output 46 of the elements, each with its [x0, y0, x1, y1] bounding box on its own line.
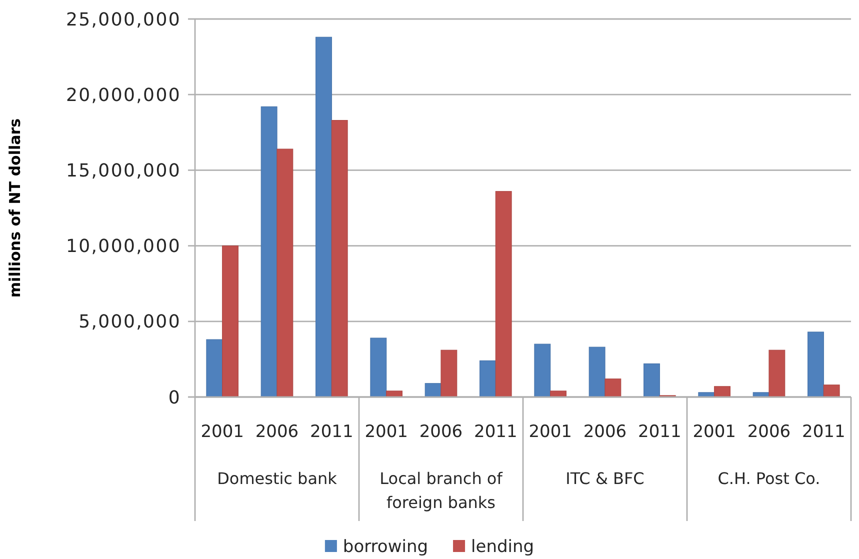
bar	[206, 339, 223, 398]
bar	[604, 378, 622, 398]
x-tick-label: 2001	[364, 422, 408, 442]
x-tick-label: 2011	[802, 422, 846, 442]
legend-label: lending	[471, 537, 534, 557]
y-axis-title: millions of NT dollars	[6, 118, 24, 298]
bar	[386, 390, 402, 398]
text: C.H. Post Co.	[718, 469, 820, 488]
bar	[823, 384, 840, 398]
y-tick-label: 25,000,000	[66, 9, 181, 30]
bar	[550, 390, 566, 398]
x-tick-label: 2006	[747, 422, 791, 442]
x-tick-label: 2011	[638, 422, 682, 442]
text: Local branch of foreign banks	[380, 469, 503, 512]
bar	[316, 36, 332, 398]
x-tick-label: 2006	[419, 422, 463, 442]
bar	[370, 338, 387, 398]
bar	[424, 383, 442, 398]
x-tick-label: 2011	[310, 422, 354, 442]
x-tick-label: 2006	[255, 422, 299, 442]
bar	[768, 350, 786, 398]
bar	[495, 191, 512, 398]
x-tick-label: 2001	[200, 422, 244, 442]
bar	[222, 246, 238, 398]
bar	[714, 386, 730, 398]
bar	[440, 350, 458, 398]
x-tick-label: 2006	[583, 422, 627, 442]
bar	[331, 120, 348, 398]
bar	[644, 363, 660, 398]
legend-label: borrowing	[342, 537, 428, 557]
bar	[276, 148, 294, 398]
x-tick-label: 2001	[528, 422, 572, 442]
y-tick-label: 5,000,000	[78, 312, 181, 333]
y-tick-label: 15,000,000	[66, 160, 181, 182]
bar	[808, 332, 824, 398]
bar	[588, 346, 606, 398]
y-tick-label: 10,000,000	[66, 236, 181, 258]
x-tick-label: 2011	[474, 422, 518, 442]
x-tick-label: 2001	[692, 422, 736, 442]
y-tick-label: 20,000,000	[66, 84, 181, 106]
bar	[260, 106, 278, 398]
bar	[480, 360, 496, 398]
text: ITC & BFC	[566, 469, 644, 488]
text: Domestic bank	[217, 469, 338, 488]
bar	[534, 344, 551, 398]
y-tick-label: 0	[168, 387, 181, 408]
